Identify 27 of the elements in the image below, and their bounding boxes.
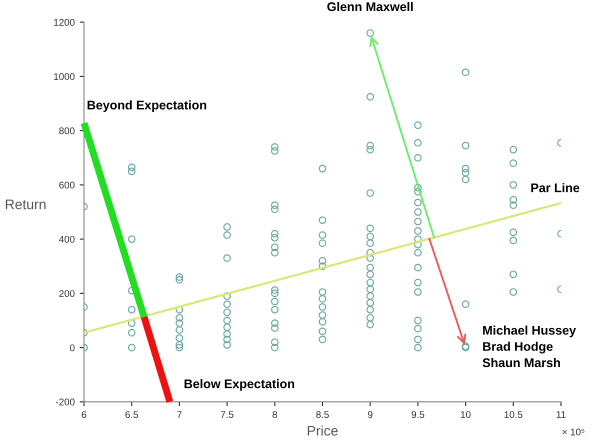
y-tick-label: 0	[70, 344, 75, 352]
annotation: Par Line	[531, 183, 580, 192]
x-tick-label: 11	[556, 411, 566, 418]
x-tick-label: 6.5	[125, 411, 138, 418]
x-axis-title: Price	[308, 425, 338, 436]
annotation: Beyond Expectation	[88, 100, 206, 112]
x-tick-label: 6	[82, 411, 86, 418]
annotation: Below Expectation	[184, 379, 294, 391]
x-tick-label: 10.5	[504, 411, 522, 418]
x-tick-label: 7	[177, 411, 182, 418]
y-tick-label: 1200	[54, 18, 75, 26]
annotation: Glenn Maxwell	[327, 2, 413, 12]
y-tick-label: 1000	[54, 73, 75, 80]
x-tick-label: 9	[368, 411, 372, 418]
x-tick-label: 10	[460, 411, 471, 418]
y-axis-title: Return	[6, 200, 46, 210]
x-tick-label: 8.5	[316, 411, 329, 418]
annotation: Michael Hussey Brad Hodge Shaun Marsh	[482, 326, 576, 368]
x-tick-label: 8	[272, 411, 278, 418]
x-tick-label: 7.5	[220, 411, 234, 418]
x-tick-label: 9.5	[412, 411, 424, 418]
y-tick-label: -200	[56, 398, 75, 406]
y-tick-label: 200	[59, 290, 75, 297]
y-tick-label: 800	[59, 127, 75, 134]
y-tick-label: 400	[58, 236, 75, 243]
text: × 10⁵	[562, 428, 584, 436]
y-tick-label: 600	[59, 182, 75, 189]
